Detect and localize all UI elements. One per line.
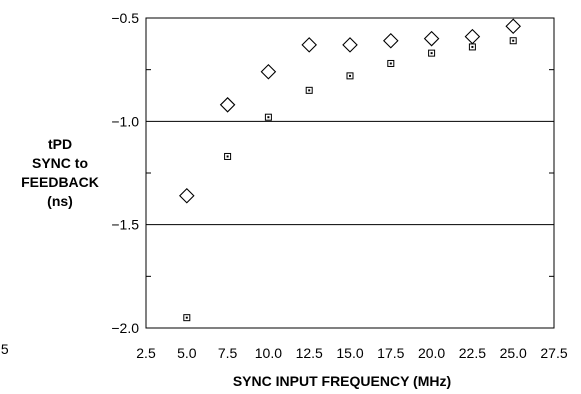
x-tick-label: 25.0 bbox=[500, 345, 527, 361]
square-point-center bbox=[308, 89, 311, 92]
diamond-point bbox=[505, 18, 521, 35]
x-tick-label: 2.5 bbox=[136, 345, 156, 361]
data-series bbox=[179, 18, 521, 322]
y-tick-label: −0.5 bbox=[111, 10, 139, 26]
x-tick-label: 5.0 bbox=[177, 345, 197, 361]
series-1-square bbox=[183, 37, 517, 322]
grid-lines bbox=[146, 120, 554, 226]
series-0-diamond bbox=[179, 18, 521, 204]
diamond-point bbox=[179, 187, 195, 204]
square-point-center bbox=[471, 45, 474, 48]
y-tick-label: −1.0 bbox=[111, 113, 139, 129]
diamond-point bbox=[219, 97, 236, 113]
y-tick-labels: −2.0 −1.5 −1.0 −0.5 bbox=[111, 10, 139, 336]
plot-area-background bbox=[146, 18, 554, 328]
x-tick-label: 22.5 bbox=[459, 345, 486, 361]
square-point-center bbox=[267, 116, 270, 119]
y-axis-title-line-2: SYNC to bbox=[32, 155, 88, 171]
y-axis-title-line-1: tPD bbox=[48, 136, 72, 152]
x-tick-label: 15.0 bbox=[336, 345, 363, 361]
square-point-center bbox=[512, 39, 515, 42]
x-tick-label: 17.5 bbox=[377, 345, 404, 361]
diamond-point bbox=[423, 30, 440, 47]
diamond-point bbox=[342, 37, 358, 53]
x-tick-label: 7.5 bbox=[218, 345, 238, 361]
square-point-center bbox=[349, 74, 351, 77]
minor-ticks bbox=[146, 69, 554, 277]
x-tick-label: 12.5 bbox=[296, 345, 323, 361]
y-tick-label: −1.5 bbox=[111, 217, 139, 233]
diamond-point bbox=[260, 63, 277, 80]
y-axis-title-line-4: (ns) bbox=[47, 193, 73, 209]
x-tick-label: 27.5 bbox=[540, 345, 567, 361]
square-point-center bbox=[389, 62, 392, 65]
diamond-point bbox=[383, 32, 399, 49]
square-point-center bbox=[430, 52, 433, 55]
x-tick-label: 10.0 bbox=[255, 345, 282, 361]
y-axis-title: tPD SYNC to FEEDBACK (ns) bbox=[21, 136, 99, 209]
x-axis-title: SYNC INPUT FREQUENCY (MHz) bbox=[233, 373, 451, 389]
y-tick-label: −2.0 bbox=[111, 320, 139, 336]
x-tick-label: 20.0 bbox=[418, 345, 445, 361]
x-tick-labels: 2.5 5.0 7.5 10.0 12.5 15.0 17.5 20.0 22.5 25.0 27.… bbox=[136, 345, 568, 361]
y-axis-title-line-3: FEEDBACK bbox=[21, 174, 99, 190]
square-point-center bbox=[185, 316, 188, 319]
diamond-point bbox=[301, 37, 317, 53]
stray-tick-label: .5 bbox=[0, 341, 9, 357]
square-point-center bbox=[226, 155, 229, 158]
